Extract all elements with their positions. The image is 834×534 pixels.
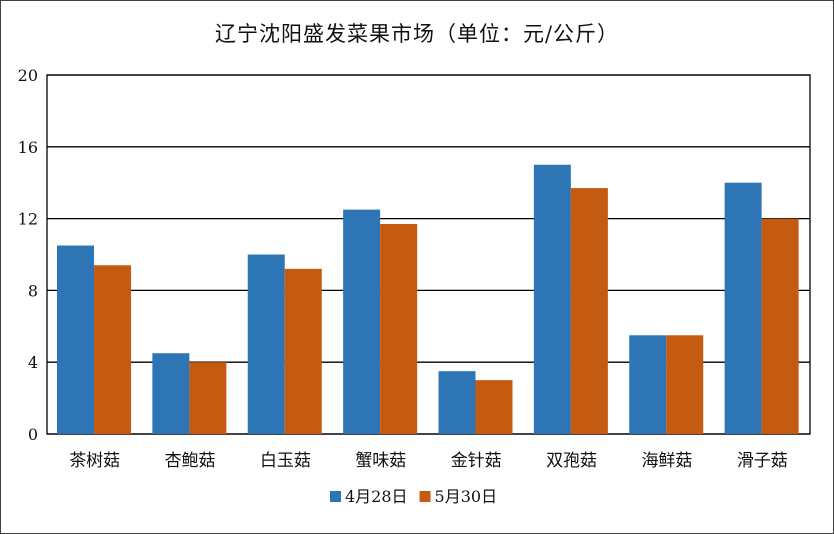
bar-1-杏鲍菇 xyxy=(152,353,190,434)
x-tick-label-金针菇: 金针菇 xyxy=(451,451,502,471)
bar-2-双孢菇 xyxy=(570,188,608,434)
x-tick-label-双孢菇: 双孢菇 xyxy=(546,451,597,471)
y-tick-label-4: 4 xyxy=(28,353,38,372)
bar-2-白玉菇 xyxy=(284,268,322,434)
bar-2-滑子菇 xyxy=(761,218,799,434)
bar-1-双孢菇 xyxy=(533,164,571,434)
x-tick-label-海鲜菇: 海鲜菇 xyxy=(641,451,692,471)
y-tick-label-8: 8 xyxy=(28,281,38,300)
x-tick-label-滑子菇: 滑子菇 xyxy=(737,451,788,471)
bar-1-蟹味菇 xyxy=(343,209,381,434)
x-tick-label-杏鲍菇: 杏鲍菇 xyxy=(165,451,216,471)
bar-2-海鲜菇 xyxy=(666,335,704,434)
y-tick-label-12: 12 xyxy=(18,210,38,229)
bar-2-茶树菇 xyxy=(94,265,131,434)
chart-title: 辽宁沈阳盛发菜果市场（单位：元/公斤） xyxy=(214,22,620,46)
x-tick-label-白玉菇: 白玉菇 xyxy=(260,451,311,471)
bar-2-杏鲍菇 xyxy=(189,362,227,434)
y-tick-label-0: 0 xyxy=(28,425,38,444)
bar-2-蟹味菇 xyxy=(380,223,418,434)
bar-2-金针菇 xyxy=(475,380,513,434)
legend-label-1: 4月28日 xyxy=(345,487,408,506)
bar-1-茶树菇 xyxy=(57,245,94,434)
legend-label-2: 5月30日 xyxy=(435,487,498,506)
bar-1-白玉菇 xyxy=(247,254,285,434)
bar-1-海鲜菇 xyxy=(629,335,667,434)
y-tick-label-16: 16 xyxy=(18,138,38,157)
x-tick-label-蟹味菇: 蟹味菇 xyxy=(355,451,406,471)
bar-1-滑子菇 xyxy=(724,182,762,434)
legend-swatch-2 xyxy=(419,491,431,502)
bar-1-金针菇 xyxy=(438,371,476,434)
x-tick-label-茶树菇: 茶树菇 xyxy=(69,451,120,471)
legend-swatch-1 xyxy=(330,491,341,502)
y-tick-label-20: 20 xyxy=(18,66,38,85)
plot-area-border xyxy=(46,74,811,435)
